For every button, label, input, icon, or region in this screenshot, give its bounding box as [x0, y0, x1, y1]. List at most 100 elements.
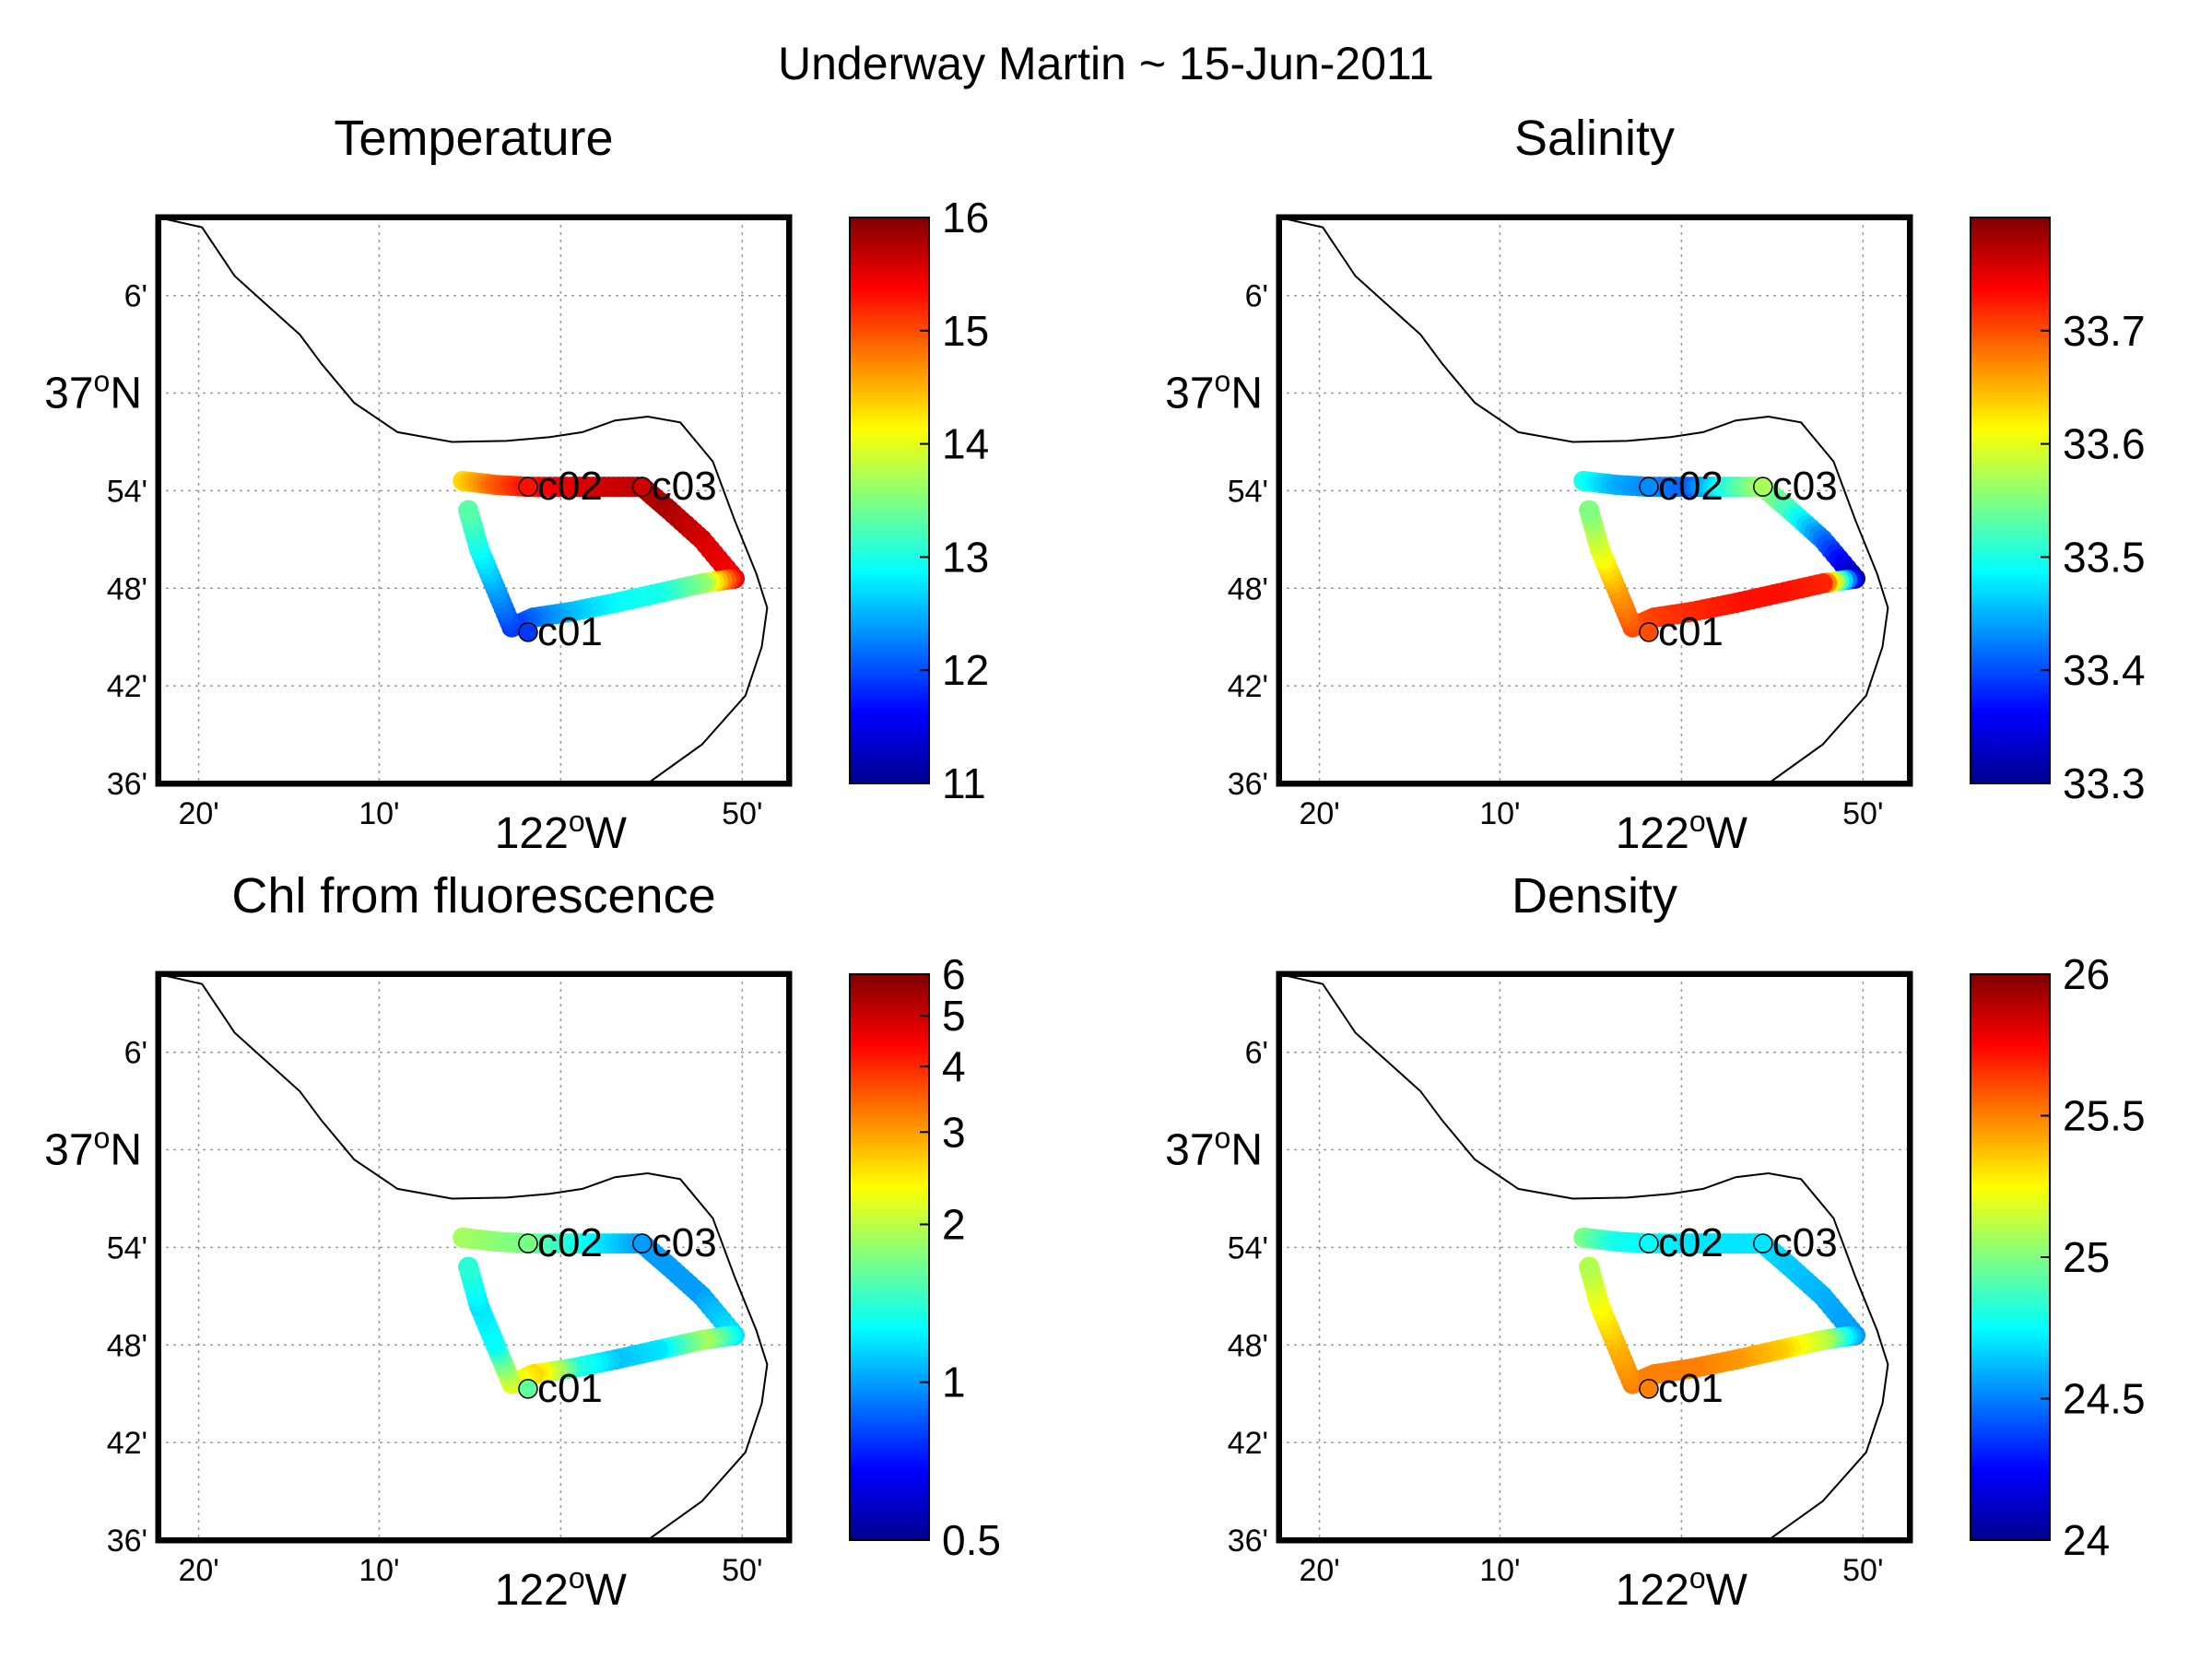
y-axis-label: 37oN	[44, 1122, 142, 1175]
station-label: c03	[652, 464, 717, 509]
colorbar-tick-label: 24	[2063, 1516, 2110, 1564]
station-marker	[1639, 477, 1659, 497]
station-label: c01	[1658, 609, 1724, 654]
y-tick-label: 6'	[1245, 1036, 1268, 1071]
station-marker	[1639, 622, 1659, 642]
x-tick-label: 20'	[178, 1553, 218, 1588]
x-tick-label: 50'	[1842, 1553, 1883, 1588]
station-marker	[632, 1233, 653, 1253]
x-tick-label: 50'	[722, 1553, 762, 1588]
plot-area	[1279, 974, 1910, 1540]
colorbar-tick-label: 33.5	[2063, 533, 2146, 581]
coastline	[1278, 217, 1889, 784]
y-tick-label: 48'	[107, 571, 147, 606]
colorbar-tick-label: 24.5	[2063, 1375, 2146, 1423]
x-tick-label: 50'	[722, 796, 762, 831]
plot-frame-outer	[155, 214, 793, 787]
panel-title: Density	[1512, 868, 1677, 924]
colorbar	[1970, 217, 2051, 784]
colorbar-tick-label: 16	[942, 194, 989, 241]
x-axis-label: 122oW	[495, 1561, 628, 1615]
y-tick-label: 54'	[1228, 1230, 1268, 1265]
x-axis-label: 122oW	[1616, 1561, 1748, 1615]
colorbar-tick-label: 14	[942, 420, 989, 468]
station-label: c02	[537, 1220, 603, 1265]
y-tick-label: 54'	[107, 1230, 147, 1265]
y-tick-label: 6'	[124, 1036, 147, 1071]
plot-frame	[156, 215, 792, 786]
station-label: c01	[1658, 1366, 1724, 1411]
colorbar-tick-label: 33.3	[2063, 759, 2146, 807]
station-marker	[1639, 1233, 1659, 1253]
station-label: c01	[537, 1366, 603, 1411]
panel-title: Temperature	[334, 111, 613, 166]
plot-frame-outer	[155, 971, 793, 1544]
colorbar-tick-label: 11	[942, 759, 986, 807]
y-tick-label: 6'	[1245, 279, 1268, 314]
colorbar	[849, 973, 930, 1541]
x-axis-label: 122oW	[495, 805, 628, 858]
panel-4: Density c01 c02 c03 36' 42' 48' 54' 6' 20' 10' 50' 1…	[1165, 868, 2145, 1615]
station-label: c02	[1658, 1220, 1724, 1265]
x-tick-label: 10'	[1479, 1553, 1520, 1588]
y-axis-label: 37oN	[1165, 365, 1263, 418]
plot-frame	[1277, 215, 1912, 786]
y-tick-label: 48'	[107, 1328, 147, 1363]
colorbar-tick-label: 4	[942, 1042, 966, 1090]
colorbar-tick-label: 12	[942, 646, 989, 694]
colorbar-tick-label: 33.7	[2063, 307, 2146, 355]
coastline	[1278, 973, 1889, 1541]
station-marker	[1753, 1233, 1773, 1253]
plot-area	[1279, 218, 1910, 783]
y-axis-label: 37oN	[1165, 1122, 1263, 1175]
panel-2: Salinity c01 c02 c03 36' 42' 48' 54' 6' 20' 10' 50'…	[1165, 111, 2145, 858]
colorbar-tick-label: 6	[942, 950, 966, 998]
station-label: c03	[1772, 464, 1838, 509]
plot-area	[159, 218, 789, 783]
x-tick-label: 20'	[1299, 796, 1339, 831]
station-marker	[518, 477, 538, 497]
y-axis-label: 37oN	[44, 365, 142, 418]
x-tick-label: 10'	[359, 796, 399, 831]
y-tick-label: 42'	[107, 669, 147, 704]
station-marker	[632, 477, 653, 497]
coastline	[158, 973, 769, 1541]
panel-1: Temperature c01 c02 c03 36' 42' 48' 54' 6' 20' 10'…	[44, 111, 989, 858]
track-point	[458, 1256, 479, 1277]
colorbar-tick-label: 25.5	[2063, 1092, 2146, 1140]
colorbar-tick-label: 5	[942, 992, 966, 1040]
colorbar-tick-label: 2	[942, 1200, 966, 1248]
plot-frame-outer	[1276, 214, 1913, 787]
station-label: c03	[652, 1220, 717, 1265]
track-point	[1579, 500, 1600, 521]
y-tick-label: 36'	[107, 767, 147, 802]
colorbar-tick-label: 15	[942, 307, 989, 355]
plot-frame	[1277, 971, 1912, 1543]
coastline	[158, 217, 769, 784]
y-tick-label: 42'	[1228, 1426, 1268, 1461]
track-point	[1579, 1256, 1600, 1277]
y-tick-label: 42'	[107, 1426, 147, 1461]
station-label: c02	[1658, 464, 1724, 509]
station-marker	[1639, 1379, 1659, 1399]
colorbar-tick-label: 0.5	[942, 1516, 1001, 1564]
station-marker	[518, 622, 538, 642]
colorbar-tick-label: 33.4	[2063, 646, 2146, 694]
station-label: c01	[537, 609, 603, 654]
colorbar-tick-label: 33.6	[2063, 420, 2146, 468]
station-label: c02	[537, 464, 603, 509]
colorbar	[1970, 973, 2051, 1541]
colorbar-tick-label: 25	[2063, 1233, 2110, 1281]
plot-area	[159, 974, 789, 1540]
station-label: c03	[1772, 1220, 1838, 1265]
station-marker	[518, 1379, 538, 1399]
station-marker	[518, 1233, 538, 1253]
x-tick-label: 10'	[1479, 796, 1520, 831]
y-tick-label: 48'	[1228, 571, 1268, 606]
colorbar	[849, 217, 930, 784]
track-point	[458, 500, 479, 521]
y-tick-label: 42'	[1228, 669, 1268, 704]
y-tick-label: 36'	[1228, 1524, 1268, 1559]
